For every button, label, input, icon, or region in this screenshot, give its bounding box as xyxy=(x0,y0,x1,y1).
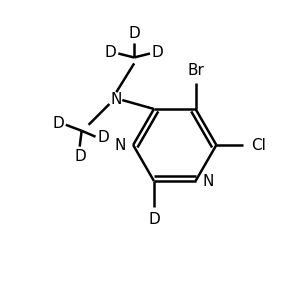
Text: D: D xyxy=(52,116,64,131)
Text: D: D xyxy=(105,45,116,60)
Text: N: N xyxy=(111,92,122,106)
Text: D: D xyxy=(152,45,164,60)
Text: D: D xyxy=(128,26,140,41)
Text: D: D xyxy=(75,148,86,164)
Text: D: D xyxy=(98,130,109,145)
Text: N: N xyxy=(115,137,126,153)
Text: N: N xyxy=(202,173,214,188)
Text: D: D xyxy=(148,212,160,227)
Text: Cl: Cl xyxy=(251,137,266,153)
Text: Br: Br xyxy=(187,63,204,78)
